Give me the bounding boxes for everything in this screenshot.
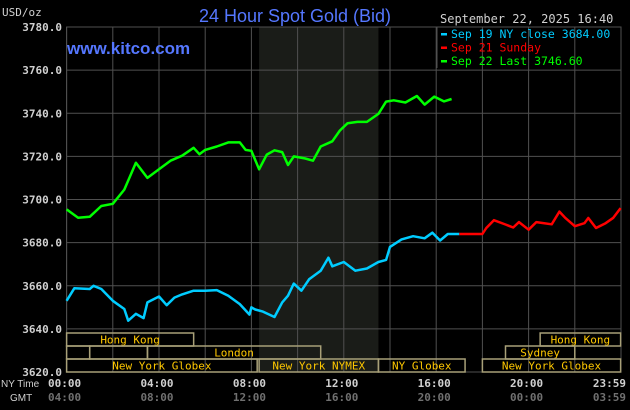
x-tick-label: 12:00 [325, 377, 358, 390]
session-label: Sydney [520, 347, 560, 360]
x-tick-label: 12:00 [233, 391, 266, 404]
y-tick-label: 3660.0 [22, 280, 62, 293]
y-tick-label: 3740.0 [22, 107, 62, 120]
legend-entry: Sep 19 NY close 3684.00 [451, 27, 610, 41]
x-tick-label: 08:00 [233, 377, 266, 390]
y-tick-label: 3620.0 [22, 366, 62, 379]
x-tick-label: 08:00 [140, 391, 173, 404]
session-label: Hong Kong [100, 334, 160, 347]
x-tick-label: 00:00 [48, 377, 81, 390]
y-tick-label: 3780.0 [22, 21, 62, 34]
x-tick-label: 16:00 [418, 377, 451, 390]
x-tick-label: 03:59 [593, 391, 626, 404]
x-tick-label: 04:00 [140, 377, 173, 390]
x-axis-row-label: NY Time [1, 379, 40, 390]
unit-label: USD/oz [2, 6, 42, 19]
y-tick-label: 3700.0 [22, 194, 62, 207]
session-label: Hong Kong [551, 334, 611, 347]
session-box [377, 358, 466, 373]
session-label: New York Globex [112, 360, 212, 373]
chart-title: 24 Hour Spot Gold (Bid) [199, 6, 391, 26]
x-tick-label: 00:00 [510, 391, 543, 404]
y-tick-label: 3720.0 [22, 150, 62, 163]
x-tick-label: 20:00 [418, 391, 451, 404]
series-line [459, 207, 622, 236]
session-label: New York NYMEX [272, 360, 365, 373]
legend-entry: Sep 21 Sunday [451, 41, 541, 55]
chart-datetime: September 22, 2025 16:40 [440, 12, 613, 26]
y-tick-label: 3680.0 [22, 237, 62, 250]
legend-swatch [441, 46, 447, 49]
y-tick-label: 3760.0 [22, 64, 62, 77]
session-box [481, 358, 622, 373]
session-label: New York Globex [502, 360, 602, 373]
y-tick-label: 3640.0 [22, 323, 62, 336]
legend-swatch [441, 33, 447, 36]
website-link[interactable]: www.kitco.com [66, 39, 190, 58]
x-tick-label: 04:00 [48, 391, 81, 404]
series-line [65, 94, 452, 220]
x-tick-label: 23:59 [593, 377, 626, 390]
series-line [65, 231, 460, 322]
legend-entry: Sep 22 Last 3746.60 [451, 54, 583, 68]
x-tick-label: 20:00 [510, 377, 543, 390]
legend-swatch [441, 60, 447, 63]
session-label: NY Globex [392, 360, 452, 373]
x-axis-row-label: GMT [10, 393, 32, 404]
session-box [539, 332, 622, 347]
session-box [65, 358, 258, 373]
x-tick-label: 16:00 [325, 391, 358, 404]
session-label: London [214, 347, 254, 360]
